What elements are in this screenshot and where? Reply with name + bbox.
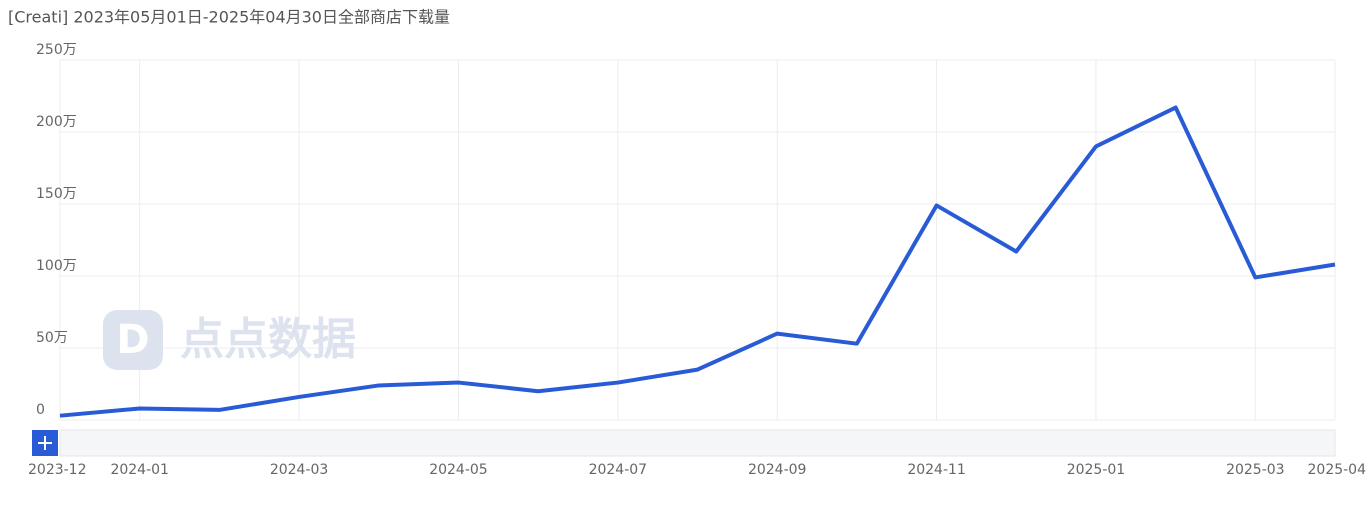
chart-title: [Creati] 2023年05月01日-2025年04月30日全部商店下载量 xyxy=(8,8,450,27)
x-tick-label: 2024-09 xyxy=(748,462,807,478)
x-tick-label: 2024-03 xyxy=(270,462,329,478)
x-tick-label: 2025-01 xyxy=(1067,462,1126,478)
x-tick-label: 2024-05 xyxy=(429,462,488,478)
watermark: 点点数据 xyxy=(180,314,356,365)
x-tick-label: 2025-03 xyxy=(1226,462,1285,478)
y-tick-label: 100万 xyxy=(36,258,77,274)
y-tick-label: 0 xyxy=(36,402,45,418)
watermark-logo: D xyxy=(103,310,163,370)
svg-text:D: D xyxy=(116,317,149,363)
zoom-slider[interactable] xyxy=(59,429,1336,457)
x-tick-label: 2024-11 xyxy=(907,462,966,478)
x-tick-label: 2025-04 xyxy=(1308,462,1367,478)
plus-icon xyxy=(38,436,52,450)
y-tick-label: 250万 xyxy=(36,42,77,58)
x-tick-label: 2023-12 xyxy=(28,462,87,478)
line xyxy=(59,105,1336,418)
x-tick-label: 2024-07 xyxy=(589,462,648,478)
x-tick-label: 2024-01 xyxy=(110,462,169,478)
y-tick-label: 50万 xyxy=(36,330,68,346)
y-tick-label: 150万 xyxy=(36,186,77,202)
y-tick-label: 200万 xyxy=(36,114,77,130)
